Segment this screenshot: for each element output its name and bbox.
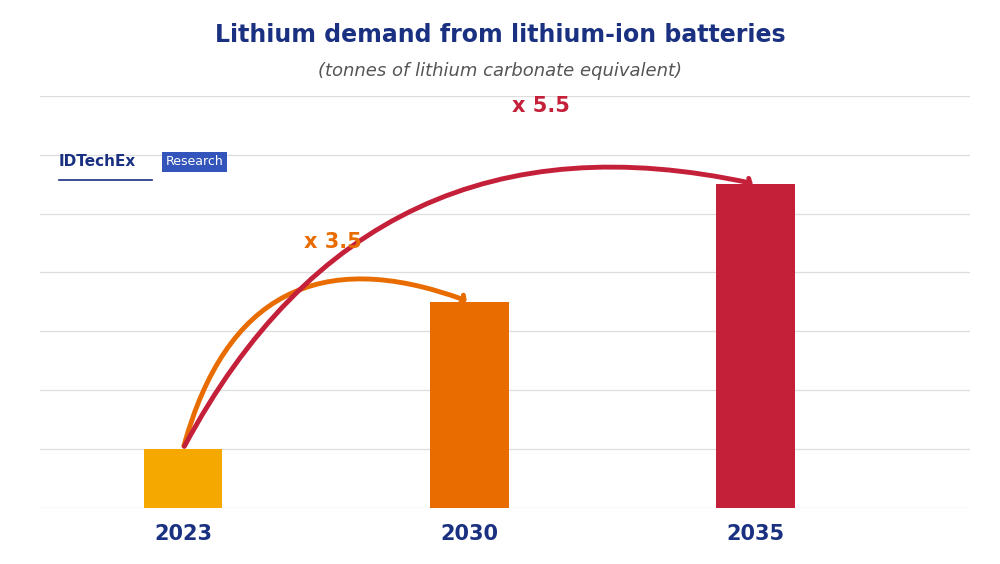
Text: x 3.5: x 3.5 <box>304 232 362 252</box>
Text: Research: Research <box>166 155 223 168</box>
Bar <box>144 449 222 508</box>
Bar <box>716 184 795 508</box>
Text: Lithium demand from lithium-ion batteries: Lithium demand from lithium-ion batterie… <box>215 23 785 47</box>
FancyArrowPatch shape <box>184 279 464 446</box>
FancyArrowPatch shape <box>184 167 750 446</box>
Bar <box>430 302 509 508</box>
Text: x 5.5: x 5.5 <box>512 96 570 117</box>
Text: (tonnes of lithium carbonate equivalent): (tonnes of lithium carbonate equivalent) <box>318 62 682 80</box>
Text: IDTechEx: IDTechEx <box>59 155 136 169</box>
